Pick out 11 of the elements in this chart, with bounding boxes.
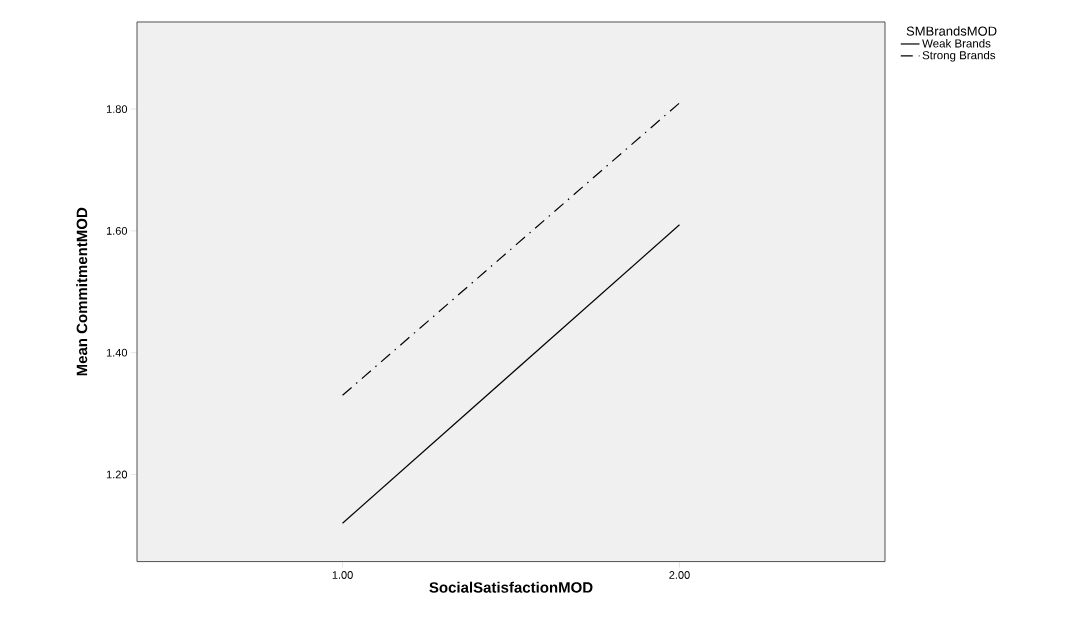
legend-label: Weak Brands [922, 39, 991, 48]
x-tick-label: 2.00 [669, 571, 690, 579]
x-axis-title: SocialSatisfactionMOD [429, 581, 593, 593]
x-tick-label: 1.00 [332, 571, 353, 579]
legend-label: Strong Brands [922, 50, 996, 62]
y-tick-label: 1.60 [106, 226, 128, 235]
legend-title: SMBrandsMOD [906, 26, 997, 36]
y-axis-title: Mean CommitmentMOD [76, 207, 88, 376]
y-tick-label: 1.40 [106, 348, 128, 357]
y-tick-label: 1.20 [106, 470, 128, 479]
y-tick-label: 1.80 [106, 105, 128, 113]
